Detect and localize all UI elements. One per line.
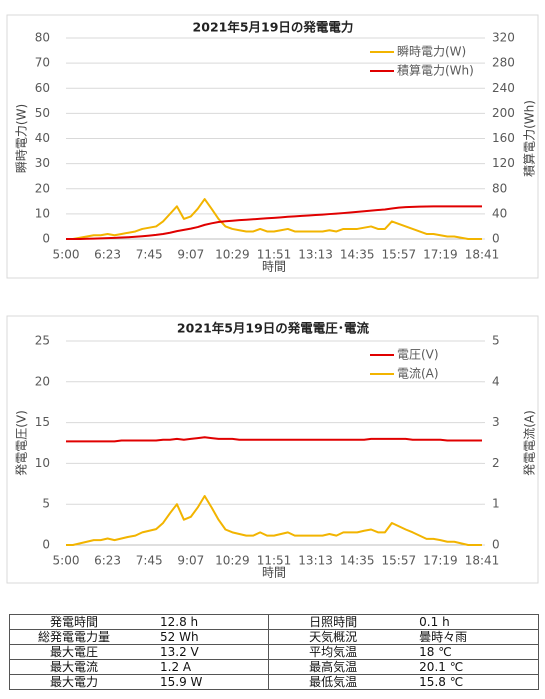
x-tick-label: 13:13 xyxy=(298,248,333,262)
y-tick-label: 20 xyxy=(35,374,50,388)
y-tick-label: 10 xyxy=(35,456,50,470)
x-tick-label: 14:35 xyxy=(340,554,375,568)
x-axis-title: 時間 xyxy=(262,566,286,580)
y2-axis-title: 積算電力(Wh) xyxy=(522,100,537,177)
y2-tick-label: 240 xyxy=(492,81,515,95)
y2-tick-label: 1 xyxy=(492,497,500,511)
cell-label: 平均気温 xyxy=(268,644,398,660)
x-tick-label: 10:29 xyxy=(215,554,250,568)
chart-title: 2021年5月19日の発電電圧･電流 xyxy=(177,321,370,336)
y2-tick-label: 120 xyxy=(492,156,515,170)
cell-label: 総発電電力量 xyxy=(9,629,138,645)
x-axis-title: 時間 xyxy=(262,260,286,274)
cell-value: 1.2 A xyxy=(138,659,270,675)
y-tick-label: 70 xyxy=(35,56,50,70)
table-row: 最大電力 15.9 W 最低気温 15.8 ℃ xyxy=(9,674,540,690)
y2-tick-label: 280 xyxy=(492,56,515,70)
y-tick-label: 60 xyxy=(35,81,50,95)
y2-tick-label: 3 xyxy=(492,415,500,429)
x-tick-label: 9:07 xyxy=(177,248,204,262)
cell-value: 15.9 W xyxy=(138,674,270,690)
x-tick-label: 15:57 xyxy=(382,248,417,262)
cell-label: 最高気温 xyxy=(268,659,398,675)
y-axis-title: 発電電圧(V) xyxy=(15,410,29,476)
y2-tick-label: 40 xyxy=(492,206,507,220)
y2-tick-label: 0 xyxy=(492,232,500,246)
y2-tick-label: 160 xyxy=(492,131,515,145)
y-axis-title: 瞬時電力(W) xyxy=(15,104,29,173)
y-tick-label: 80 xyxy=(35,31,50,45)
cell-label: 最低気温 xyxy=(268,674,398,690)
x-tick-label: 5:00 xyxy=(53,554,80,568)
series-line xyxy=(66,436,482,443)
cell-label: 日照時間 xyxy=(268,614,398,630)
x-tick-label: 6:23 xyxy=(94,554,121,568)
series-line xyxy=(66,198,482,240)
y2-tick-label: 2 xyxy=(492,456,500,470)
x-tick-label: 13:13 xyxy=(298,554,333,568)
series-line xyxy=(66,495,482,546)
y-tick-label: 5 xyxy=(42,497,50,511)
x-tick-label: 9:07 xyxy=(177,554,204,568)
x-tick-label: 7:45 xyxy=(136,554,163,568)
x-tick-label: 11:51 xyxy=(257,248,292,262)
y-tick-label: 40 xyxy=(35,131,50,145)
x-tick-label: 15:57 xyxy=(382,554,417,568)
y-tick-label: 15 xyxy=(35,415,50,429)
legend-label: 瞬時電力(W) xyxy=(397,45,466,59)
cell-value: 52 Wh xyxy=(138,629,270,645)
y-tick-label: 50 xyxy=(35,106,50,120)
y2-tick-label: 4 xyxy=(492,374,500,388)
x-tick-label: 18:41 xyxy=(465,554,500,568)
table-row: 発電時間 12.8 h 日照時間 0.1 h xyxy=(9,614,540,630)
table-row: 総発電電力量 52 Wh 天気概況 曇時々雨 xyxy=(9,629,540,645)
cell-label: 天気概況 xyxy=(268,629,398,645)
x-tick-label: 6:23 xyxy=(94,248,121,262)
legend-label: 積算電力(Wh) xyxy=(397,63,474,78)
legend-label: 電圧(V) xyxy=(397,348,439,362)
x-tick-label: 14:35 xyxy=(340,248,375,262)
charts: 2021年5月19日の発電電力0102030405060708004080120… xyxy=(6,14,539,584)
cell-label: 最大電圧 xyxy=(9,644,138,660)
x-tick-label: 11:51 xyxy=(257,554,292,568)
x-tick-label: 17:19 xyxy=(423,554,458,568)
y-tick-label: 10 xyxy=(35,206,50,220)
legend-label: 電流(A) xyxy=(397,367,439,381)
x-tick-label: 17:19 xyxy=(423,248,458,262)
cell-label: 発電時間 xyxy=(9,614,138,630)
x-tick-label: 5:00 xyxy=(53,248,80,262)
y2-tick-label: 0 xyxy=(492,538,500,552)
y-tick-label: 0 xyxy=(42,538,50,552)
table-row: 最大電圧 13.2 V 平均気温 18 ℃ xyxy=(9,644,540,660)
cell-value: 0.1 h xyxy=(397,614,540,630)
chart-frame xyxy=(6,315,539,584)
cell-label: 最大電力 xyxy=(9,674,138,690)
summary-table: 発電時間 12.8 h 日照時間 0.1 h 総発電電力量 52 Wh 天気概況 曇時々雨 最大… xyxy=(9,614,540,690)
y-tick-label: 20 xyxy=(35,181,50,195)
chart-frame xyxy=(6,14,539,279)
y2-tick-label: 320 xyxy=(492,31,515,45)
chart-title: 2021年5月19日の発電電力 xyxy=(193,20,354,35)
x-tick-label: 7:45 xyxy=(136,248,163,262)
cell-value: 20.1 ℃ xyxy=(397,659,540,675)
cell-label: 最大電流 xyxy=(9,659,138,675)
y-tick-label: 30 xyxy=(35,156,50,170)
x-tick-label: 18:41 xyxy=(465,248,500,262)
cell-value: 13.2 V xyxy=(138,644,270,660)
cell-value: 曇時々雨 xyxy=(397,629,540,645)
y2-tick-label: 200 xyxy=(492,106,515,120)
x-tick-label: 10:29 xyxy=(215,248,250,262)
table-row: 最大電流 1.2 A 最高気温 20.1 ℃ xyxy=(9,659,540,675)
cell-value: 12.8 h xyxy=(138,614,270,630)
y2-tick-label: 5 xyxy=(492,334,500,348)
cell-value: 18 ℃ xyxy=(397,644,540,660)
series-line xyxy=(66,205,482,240)
y2-tick-label: 80 xyxy=(492,181,507,195)
y2-axis-title: 発電電流(A) xyxy=(523,410,537,476)
y-tick-label: 0 xyxy=(42,232,50,246)
cell-value: 15.8 ℃ xyxy=(397,674,540,690)
y-tick-label: 25 xyxy=(35,334,50,348)
